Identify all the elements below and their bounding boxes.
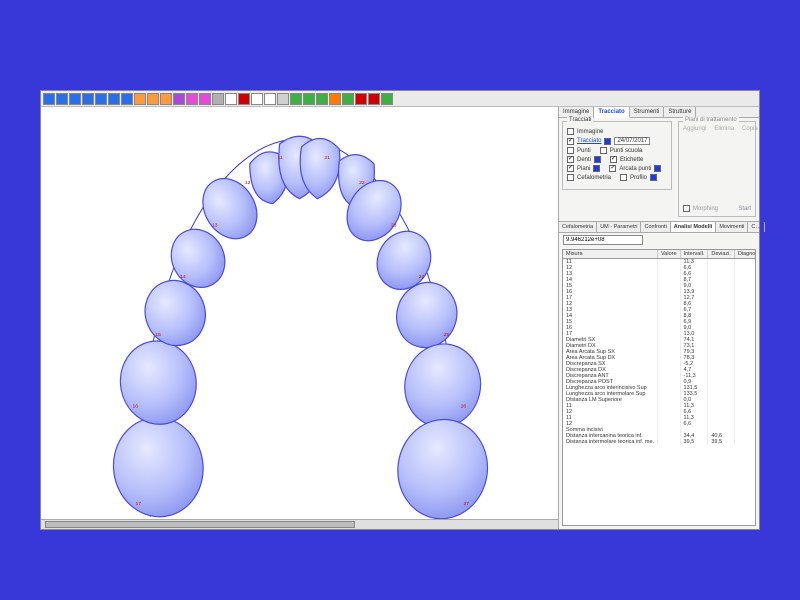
side-tab-strutture[interactable]: Strutture — [664, 107, 696, 117]
app-window: 1716151413121121222324252627 ImmagineTra… — [40, 90, 760, 530]
tooth-label-24: 24 — [419, 274, 425, 280]
analysis-tab-3[interactable]: Analisi Modelli — [671, 222, 717, 232]
grid-header[interactable]: Valore — [658, 250, 681, 259]
tooth-label-15: 15 — [155, 332, 161, 338]
toolbar-button-19[interactable] — [290, 93, 302, 105]
toolbar-button-1[interactable] — [56, 93, 68, 105]
tracciati-group-title: Tracciati — [567, 117, 593, 123]
tooth-label-23: 23 — [391, 223, 397, 229]
analysis-tab-5[interactable]: C… — [748, 222, 764, 232]
tooth-label-17: 17 — [135, 501, 141, 507]
toolbar-button-26[interactable] — [381, 93, 393, 105]
tracciati-checkbox-5[interactable] — [567, 174, 574, 181]
tracciati-checkbox2-2[interactable] — [600, 147, 607, 154]
toolbar-button-5[interactable] — [108, 93, 120, 105]
toolbar-button-25[interactable] — [368, 93, 380, 105]
canvas-horizontal-scrollbar[interactable] — [41, 519, 558, 529]
analysis-tab-2[interactable]: Confronti — [641, 222, 670, 232]
toolbar-button-23[interactable] — [342, 93, 354, 105]
tooth-label-16: 16 — [132, 403, 138, 409]
table-row[interactable]: Distanza intermolare teorica inf. me.39,… — [563, 439, 756, 445]
tooth-label-21: 21 — [324, 155, 330, 161]
trattamento-title: Piani di trattamento — [683, 117, 739, 123]
tooth-label-22: 22 — [359, 180, 365, 186]
tracciati-label-4: Piani — [577, 166, 590, 172]
toolbar-button-9[interactable] — [160, 93, 172, 105]
toolbar-button-10[interactable] — [173, 93, 185, 105]
tracciati-checkbox-2[interactable] — [567, 147, 574, 154]
measurements-grid[interactable]: MisuraValoreIntervall.Deviazi.Diagnosi11… — [562, 249, 756, 526]
toolbar-button-18[interactable] — [277, 93, 289, 105]
main-toolbar — [41, 91, 759, 107]
dental-arch-canvas[interactable]: 17 16 15 14 13 12 11 21 22 23 24 25 26 27 — [41, 107, 559, 529]
tooth-label-25: 25 — [444, 332, 450, 338]
tooth-label-13: 13 — [212, 223, 218, 229]
tracciati-checkbox-3[interactable] — [567, 156, 574, 163]
tracciati-label-1[interactable]: Tracciato — [577, 138, 601, 144]
toolbar-button-2[interactable] — [69, 93, 81, 105]
copy-plan-button[interactable]: Copia — [742, 126, 758, 132]
side-tab-strumenti[interactable]: Strumenti — [630, 107, 665, 117]
analysis-tab-4[interactable]: Movimenti — [716, 222, 748, 232]
grid-header[interactable]: Intervall. — [680, 250, 708, 259]
color-swatch[interactable] — [593, 165, 600, 172]
color-swatch[interactable] — [654, 165, 661, 172]
tracciati-checkbox2-3[interactable] — [610, 156, 617, 163]
tracciati-label-5: Cefalometria — [577, 175, 611, 181]
toolbar-button-22[interactable] — [329, 93, 341, 105]
tooth-label-26: 26 — [461, 403, 467, 409]
grid-header[interactable]: Deviazi. — [708, 250, 735, 259]
tracciati-group: Tracciati ImmagineTracciato24/07/2017Pun… — [562, 121, 672, 190]
tooth-label-11: 11 — [278, 155, 283, 161]
toolbar-button-15[interactable] — [238, 93, 250, 105]
tooth-label-14: 14 — [180, 274, 186, 280]
toolbar-button-6[interactable] — [121, 93, 133, 105]
grid-header[interactable]: Diagnosi — [734, 250, 756, 259]
tracciati-checkbox-0[interactable] — [567, 128, 574, 135]
start-link[interactable]: Start — [738, 206, 751, 212]
toolbar-button-7[interactable] — [134, 93, 146, 105]
toolbar-button-3[interactable] — [82, 93, 94, 105]
toolbar-button-13[interactable] — [212, 93, 224, 105]
toolbar-button-24[interactable] — [355, 93, 367, 105]
tooth-label-12: 12 — [245, 180, 251, 186]
side-tab-tracciato[interactable]: Tracciato — [594, 107, 629, 118]
arch-svg: 17 16 15 14 13 12 11 21 22 23 24 25 26 27 — [41, 107, 558, 529]
side-panel: ImmagineTracciatoStrumentiStrutture Trac… — [559, 107, 759, 529]
tooth-label-27: 27 — [464, 501, 470, 507]
color-swatch[interactable] — [650, 174, 657, 181]
scrollbar-thumb[interactable] — [45, 521, 355, 528]
side-tab-immagine[interactable]: Immagine — [559, 107, 594, 117]
toolbar-button-14[interactable] — [225, 93, 237, 105]
delete-plan-button[interactable]: Elimina — [714, 126, 734, 132]
tracciati-checkbox-4[interactable] — [567, 165, 574, 172]
color-swatch[interactable] — [594, 156, 601, 163]
tracciati-label-3: Denti — [577, 157, 591, 163]
tracciati-checkbox2-5[interactable] — [620, 174, 627, 181]
toolbar-button-17[interactable] — [264, 93, 276, 105]
color-swatch[interactable] — [604, 138, 611, 145]
tracciati-label-0: Immagine — [577, 129, 603, 135]
workspace: 1716151413121121222324252627 ImmagineTra… — [41, 107, 759, 529]
trattamento-group: Piani di trattamento Aggiungi Elimina Co… — [678, 121, 756, 217]
toolbar-button-4[interactable] — [95, 93, 107, 105]
analysis-value-input[interactable] — [563, 235, 643, 245]
analysis-tab-0[interactable]: Cefalometria — [559, 222, 597, 232]
toolbar-button-11[interactable] — [186, 93, 198, 105]
toolbar-button-8[interactable] — [147, 93, 159, 105]
toolbar-button-20[interactable] — [303, 93, 315, 105]
analysis-tab-1[interactable]: UM - Parametri — [597, 222, 641, 232]
morphing-checkbox[interactable] — [683, 205, 690, 212]
add-plan-button[interactable]: Aggiungi — [683, 126, 706, 132]
tracciato-date[interactable]: 24/07/2017 — [614, 137, 650, 145]
toolbar-button-21[interactable] — [316, 93, 328, 105]
toolbar-button-12[interactable] — [199, 93, 211, 105]
tracciati-checkbox2-4[interactable] — [609, 165, 616, 172]
tracciati-checkbox-1[interactable] — [567, 138, 574, 145]
analysis-tabs: CefalometriaUM - ParametriConfrontiAnali… — [559, 221, 759, 233]
toolbar-button-16[interactable] — [251, 93, 263, 105]
toolbar-button-0[interactable] — [43, 93, 55, 105]
grid-header[interactable]: Misura — [563, 250, 658, 259]
tracciati-label-2: Punti — [577, 148, 591, 154]
